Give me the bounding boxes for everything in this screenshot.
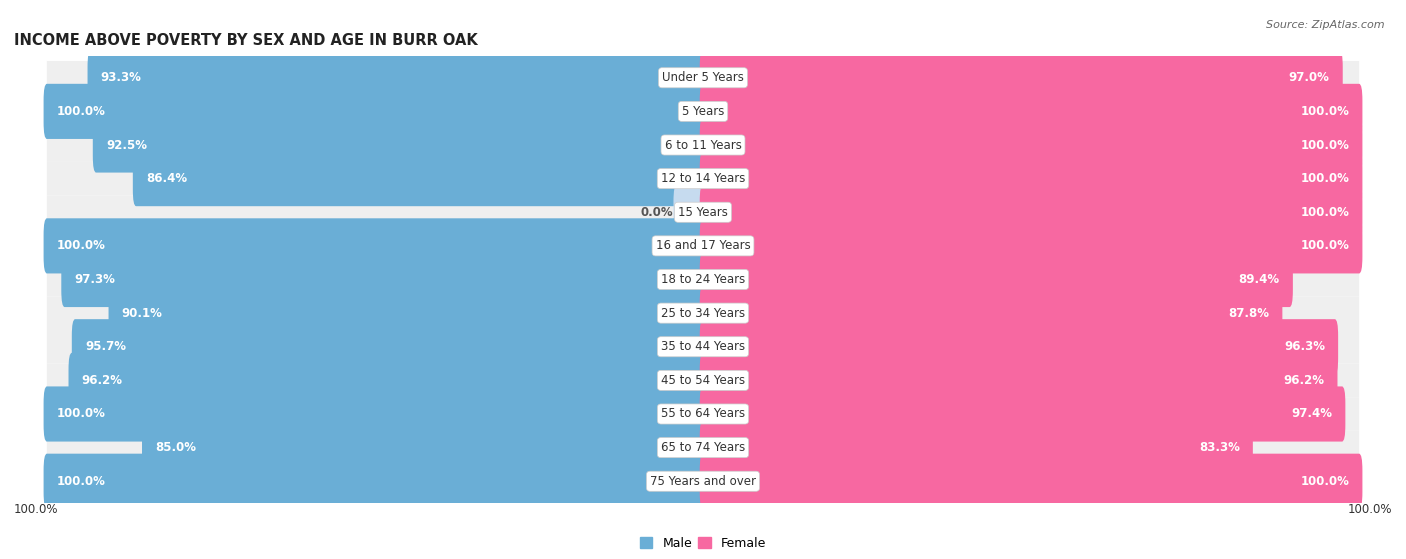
FancyBboxPatch shape [46,196,1360,229]
Text: 83.3%: 83.3% [1199,441,1240,454]
FancyBboxPatch shape [46,61,1360,94]
FancyBboxPatch shape [62,252,706,307]
Text: 96.2%: 96.2% [82,374,122,387]
FancyBboxPatch shape [700,420,1253,475]
Text: 93.3%: 93.3% [101,71,142,84]
Text: 100.0%: 100.0% [1301,239,1350,252]
Text: 6 to 11 Years: 6 to 11 Years [665,139,741,151]
FancyBboxPatch shape [700,319,1339,375]
Text: 100.0%: 100.0% [1301,475,1350,488]
Text: Source: ZipAtlas.com: Source: ZipAtlas.com [1267,20,1385,30]
FancyBboxPatch shape [700,353,1337,408]
Text: 90.1%: 90.1% [122,307,163,320]
Text: Under 5 Years: Under 5 Years [662,71,744,84]
FancyBboxPatch shape [700,286,1282,340]
Text: 5 Years: 5 Years [682,105,724,118]
FancyBboxPatch shape [132,151,706,206]
Text: 92.5%: 92.5% [105,139,146,151]
FancyBboxPatch shape [700,454,1362,509]
Text: 100.0%: 100.0% [56,105,105,118]
FancyBboxPatch shape [44,219,706,273]
Text: 18 to 24 Years: 18 to 24 Years [661,273,745,286]
FancyBboxPatch shape [69,353,706,408]
Text: 15 Years: 15 Years [678,206,728,219]
Text: 16 and 17 Years: 16 and 17 Years [655,239,751,252]
Text: 0.0%: 0.0% [641,206,673,219]
Text: 96.3%: 96.3% [1284,340,1324,353]
FancyBboxPatch shape [46,465,1360,498]
FancyBboxPatch shape [700,184,1362,240]
FancyBboxPatch shape [46,296,1360,330]
Text: 97.4%: 97.4% [1291,408,1333,420]
Text: 100.0%: 100.0% [1301,139,1350,151]
Text: 100.0%: 100.0% [1301,172,1350,185]
FancyBboxPatch shape [46,229,1360,263]
FancyBboxPatch shape [46,263,1360,296]
FancyBboxPatch shape [700,151,1362,206]
FancyBboxPatch shape [93,117,706,173]
Text: 85.0%: 85.0% [155,441,195,454]
Text: INCOME ABOVE POVERTY BY SEX AND AGE IN BURR OAK: INCOME ABOVE POVERTY BY SEX AND AGE IN B… [14,33,478,48]
Text: 100.0%: 100.0% [1301,105,1350,118]
Text: 55 to 64 Years: 55 to 64 Years [661,408,745,420]
FancyBboxPatch shape [700,84,1362,139]
FancyBboxPatch shape [46,162,1360,196]
Text: 65 to 74 Years: 65 to 74 Years [661,441,745,454]
FancyBboxPatch shape [44,84,706,139]
FancyBboxPatch shape [46,431,1360,465]
FancyBboxPatch shape [142,420,706,475]
Legend: Male, Female: Male, Female [636,532,770,555]
FancyBboxPatch shape [44,386,706,442]
FancyBboxPatch shape [700,219,1362,273]
Text: 86.4%: 86.4% [146,172,187,185]
Text: 12 to 14 Years: 12 to 14 Years [661,172,745,185]
FancyBboxPatch shape [72,319,706,375]
Text: 96.2%: 96.2% [1284,374,1324,387]
FancyBboxPatch shape [44,454,706,509]
FancyBboxPatch shape [700,50,1343,105]
Text: 100.0%: 100.0% [56,408,105,420]
Text: 75 Years and over: 75 Years and over [650,475,756,488]
Text: 25 to 34 Years: 25 to 34 Years [661,307,745,320]
Text: 89.4%: 89.4% [1239,273,1279,286]
Text: 95.7%: 95.7% [84,340,127,353]
FancyBboxPatch shape [700,386,1346,442]
Text: 97.0%: 97.0% [1289,71,1330,84]
Text: 87.8%: 87.8% [1229,307,1270,320]
FancyBboxPatch shape [700,117,1362,173]
FancyBboxPatch shape [46,94,1360,128]
FancyBboxPatch shape [46,330,1360,363]
FancyBboxPatch shape [87,50,706,105]
FancyBboxPatch shape [46,363,1360,397]
FancyBboxPatch shape [108,286,706,340]
Text: 100.0%: 100.0% [1347,503,1392,516]
FancyBboxPatch shape [46,397,1360,431]
Text: 100.0%: 100.0% [14,503,59,516]
FancyBboxPatch shape [700,252,1294,307]
Text: 97.3%: 97.3% [75,273,115,286]
Text: 100.0%: 100.0% [1301,206,1350,219]
Text: 35 to 44 Years: 35 to 44 Years [661,340,745,353]
FancyBboxPatch shape [46,128,1360,162]
Text: 45 to 54 Years: 45 to 54 Years [661,374,745,387]
FancyBboxPatch shape [673,184,706,240]
Text: 100.0%: 100.0% [56,239,105,252]
Text: 100.0%: 100.0% [56,475,105,488]
